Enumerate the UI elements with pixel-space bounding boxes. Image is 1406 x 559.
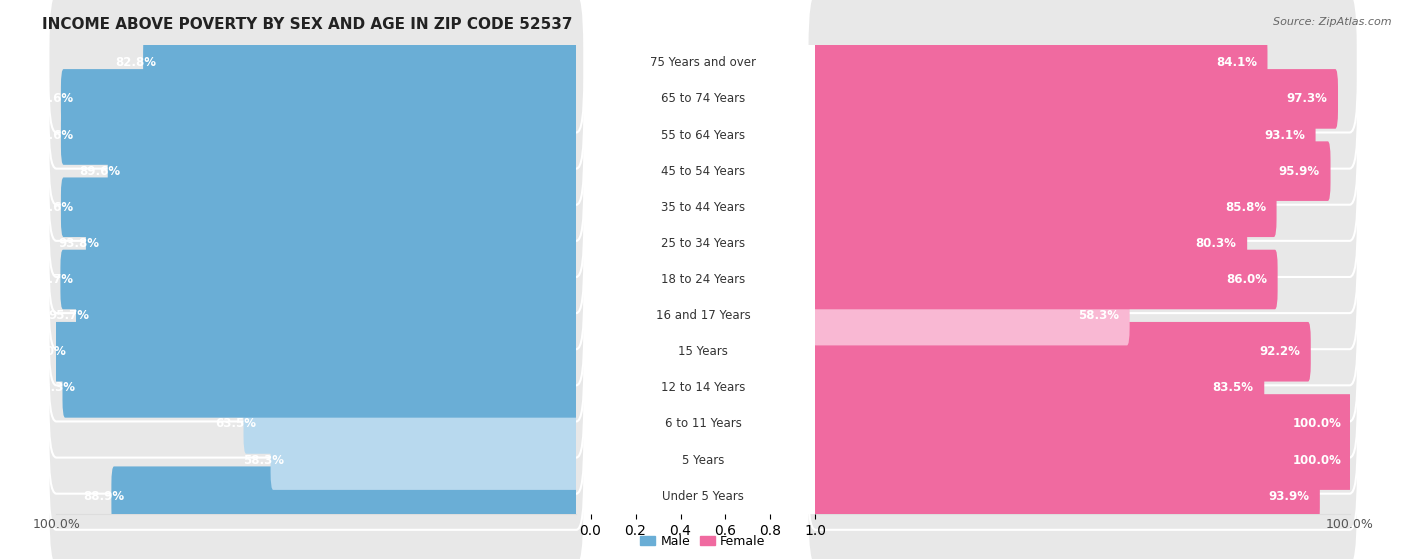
Text: 16 and 17 Years: 16 and 17 Years	[655, 309, 751, 322]
Text: 100.0%: 100.0%	[1294, 453, 1341, 467]
Text: 5 Years: 5 Years	[682, 453, 724, 467]
Text: 98.3%: 98.3%	[35, 381, 76, 394]
Text: 82.8%: 82.8%	[115, 56, 156, 69]
FancyBboxPatch shape	[807, 138, 1358, 277]
FancyBboxPatch shape	[111, 466, 579, 526]
FancyBboxPatch shape	[48, 101, 585, 241]
Text: 93.9%: 93.9%	[1268, 490, 1309, 503]
FancyBboxPatch shape	[807, 390, 1358, 530]
FancyBboxPatch shape	[807, 354, 1358, 494]
FancyBboxPatch shape	[53, 322, 579, 382]
FancyBboxPatch shape	[807, 246, 1358, 385]
FancyBboxPatch shape	[60, 177, 579, 237]
Text: 55 to 64 Years: 55 to 64 Years	[661, 129, 745, 141]
FancyBboxPatch shape	[813, 322, 1310, 382]
Text: 15 Years: 15 Years	[678, 345, 728, 358]
FancyBboxPatch shape	[62, 358, 579, 418]
Text: Under 5 Years: Under 5 Years	[662, 490, 744, 503]
Text: 93.8%: 93.8%	[58, 237, 98, 250]
FancyBboxPatch shape	[813, 214, 1247, 273]
FancyBboxPatch shape	[807, 318, 1358, 458]
Text: 84.1%: 84.1%	[1216, 56, 1257, 69]
Text: 100.0%: 100.0%	[18, 345, 66, 358]
Text: 95.9%: 95.9%	[1278, 165, 1320, 178]
FancyBboxPatch shape	[48, 427, 585, 559]
FancyBboxPatch shape	[813, 177, 1277, 237]
Text: 86.0%: 86.0%	[1226, 273, 1267, 286]
FancyBboxPatch shape	[807, 29, 1358, 169]
FancyBboxPatch shape	[813, 141, 1330, 201]
Text: INCOME ABOVE POVERTY BY SEX AND AGE IN ZIP CODE 52537: INCOME ABOVE POVERTY BY SEX AND AGE IN Z…	[42, 17, 572, 32]
Text: 95.7%: 95.7%	[48, 309, 89, 322]
Text: 98.6%: 98.6%	[32, 92, 75, 106]
Text: 98.6%: 98.6%	[32, 129, 75, 141]
FancyBboxPatch shape	[813, 105, 1316, 165]
FancyBboxPatch shape	[807, 427, 1358, 559]
FancyBboxPatch shape	[813, 250, 1278, 309]
Text: 12 to 14 Years: 12 to 14 Years	[661, 381, 745, 394]
FancyBboxPatch shape	[60, 69, 579, 129]
FancyBboxPatch shape	[813, 394, 1353, 454]
Text: 98.6%: 98.6%	[32, 201, 75, 214]
Text: 25 to 34 Years: 25 to 34 Years	[661, 237, 745, 250]
FancyBboxPatch shape	[48, 210, 585, 349]
FancyBboxPatch shape	[48, 174, 585, 313]
Text: 88.9%: 88.9%	[83, 490, 124, 503]
FancyBboxPatch shape	[76, 286, 579, 345]
Text: 83.5%: 83.5%	[1212, 381, 1254, 394]
Text: 97.3%: 97.3%	[1286, 92, 1327, 106]
FancyBboxPatch shape	[143, 33, 579, 93]
FancyBboxPatch shape	[48, 318, 585, 458]
FancyBboxPatch shape	[60, 250, 579, 309]
Text: 98.7%: 98.7%	[32, 273, 73, 286]
FancyBboxPatch shape	[48, 65, 585, 205]
FancyBboxPatch shape	[807, 174, 1358, 313]
FancyBboxPatch shape	[48, 282, 585, 421]
FancyBboxPatch shape	[48, 138, 585, 277]
Legend: Male, Female: Male, Female	[636, 530, 770, 553]
Text: 63.5%: 63.5%	[215, 418, 256, 430]
Text: 6 to 11 Years: 6 to 11 Years	[665, 418, 741, 430]
Text: 18 to 24 Years: 18 to 24 Years	[661, 273, 745, 286]
Text: 58.3%: 58.3%	[1078, 309, 1119, 322]
FancyBboxPatch shape	[48, 29, 585, 169]
FancyBboxPatch shape	[48, 390, 585, 530]
FancyBboxPatch shape	[813, 358, 1264, 418]
Text: Source: ZipAtlas.com: Source: ZipAtlas.com	[1274, 17, 1392, 27]
Text: 92.2%: 92.2%	[1260, 345, 1301, 358]
FancyBboxPatch shape	[48, 0, 585, 132]
Text: 89.6%: 89.6%	[80, 165, 121, 178]
Text: 45 to 54 Years: 45 to 54 Years	[661, 165, 745, 178]
FancyBboxPatch shape	[243, 394, 579, 454]
FancyBboxPatch shape	[813, 33, 1267, 93]
FancyBboxPatch shape	[108, 141, 579, 201]
FancyBboxPatch shape	[807, 282, 1358, 421]
FancyBboxPatch shape	[813, 69, 1339, 129]
Text: 100.0%: 100.0%	[1294, 418, 1341, 430]
FancyBboxPatch shape	[807, 65, 1358, 205]
Text: 85.8%: 85.8%	[1225, 201, 1265, 214]
FancyBboxPatch shape	[270, 430, 579, 490]
FancyBboxPatch shape	[86, 214, 579, 273]
FancyBboxPatch shape	[807, 0, 1358, 132]
Text: 80.3%: 80.3%	[1195, 237, 1236, 250]
FancyBboxPatch shape	[48, 354, 585, 494]
FancyBboxPatch shape	[60, 105, 579, 165]
FancyBboxPatch shape	[813, 430, 1353, 490]
FancyBboxPatch shape	[813, 286, 1129, 345]
Text: 93.1%: 93.1%	[1264, 129, 1305, 141]
FancyBboxPatch shape	[48, 246, 585, 385]
Text: 75 Years and over: 75 Years and over	[650, 56, 756, 69]
FancyBboxPatch shape	[813, 466, 1320, 526]
FancyBboxPatch shape	[807, 210, 1358, 349]
Text: 35 to 44 Years: 35 to 44 Years	[661, 201, 745, 214]
Text: 65 to 74 Years: 65 to 74 Years	[661, 92, 745, 106]
Text: 58.3%: 58.3%	[243, 453, 284, 467]
FancyBboxPatch shape	[807, 101, 1358, 241]
